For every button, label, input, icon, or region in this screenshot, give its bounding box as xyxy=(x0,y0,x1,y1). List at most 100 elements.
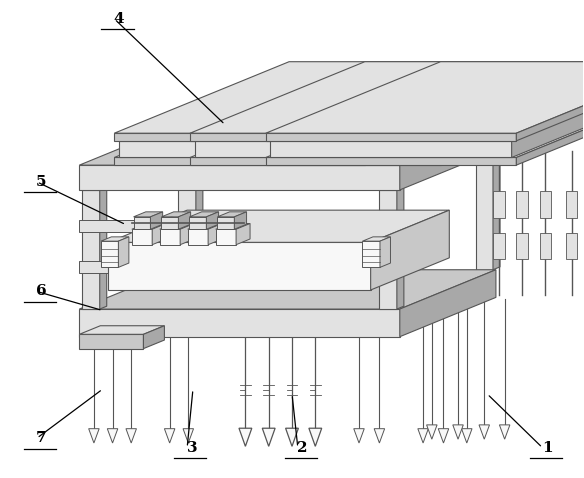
Polygon shape xyxy=(566,191,578,217)
Polygon shape xyxy=(266,133,516,141)
Polygon shape xyxy=(479,425,489,439)
Polygon shape xyxy=(461,429,472,443)
Polygon shape xyxy=(266,62,584,133)
Polygon shape xyxy=(206,212,218,229)
Polygon shape xyxy=(132,224,166,229)
Polygon shape xyxy=(208,224,222,245)
Polygon shape xyxy=(374,429,385,443)
Polygon shape xyxy=(516,233,528,259)
Polygon shape xyxy=(217,212,246,217)
Polygon shape xyxy=(360,72,530,157)
Polygon shape xyxy=(79,326,165,334)
Polygon shape xyxy=(516,191,528,217)
Polygon shape xyxy=(79,270,496,309)
Polygon shape xyxy=(194,141,436,157)
Polygon shape xyxy=(438,429,449,443)
Polygon shape xyxy=(189,217,206,229)
Polygon shape xyxy=(79,220,161,232)
Polygon shape xyxy=(475,148,500,151)
Polygon shape xyxy=(380,187,404,190)
Polygon shape xyxy=(119,237,129,267)
Polygon shape xyxy=(194,72,584,141)
Polygon shape xyxy=(540,233,551,259)
Polygon shape xyxy=(107,429,118,443)
Polygon shape xyxy=(217,217,234,229)
Polygon shape xyxy=(380,190,397,309)
Polygon shape xyxy=(126,429,137,443)
Polygon shape xyxy=(79,126,496,165)
Polygon shape xyxy=(499,425,510,439)
Polygon shape xyxy=(418,429,428,443)
Polygon shape xyxy=(82,190,100,309)
Text: 3: 3 xyxy=(186,441,197,455)
Polygon shape xyxy=(371,210,449,290)
Polygon shape xyxy=(183,429,193,443)
Polygon shape xyxy=(516,62,584,141)
Polygon shape xyxy=(109,210,449,242)
Polygon shape xyxy=(354,429,364,443)
Polygon shape xyxy=(180,224,194,245)
Text: 7: 7 xyxy=(36,431,47,445)
Polygon shape xyxy=(119,72,530,141)
Polygon shape xyxy=(270,72,584,141)
Polygon shape xyxy=(178,148,203,151)
Text: 4: 4 xyxy=(114,12,124,26)
Polygon shape xyxy=(162,212,190,217)
Polygon shape xyxy=(132,229,152,245)
Polygon shape xyxy=(79,334,144,348)
Polygon shape xyxy=(493,148,500,270)
Polygon shape xyxy=(100,187,107,309)
Polygon shape xyxy=(215,229,236,245)
Polygon shape xyxy=(440,62,584,141)
Polygon shape xyxy=(151,212,163,229)
Polygon shape xyxy=(79,261,161,273)
Polygon shape xyxy=(426,425,437,439)
Polygon shape xyxy=(144,326,165,348)
Polygon shape xyxy=(380,237,391,267)
Polygon shape xyxy=(266,157,516,165)
Polygon shape xyxy=(178,212,190,229)
Polygon shape xyxy=(234,212,246,229)
Polygon shape xyxy=(89,429,99,443)
Polygon shape xyxy=(79,165,400,190)
Polygon shape xyxy=(162,217,178,229)
Polygon shape xyxy=(363,237,391,241)
Polygon shape xyxy=(266,86,584,157)
Polygon shape xyxy=(397,187,404,309)
Polygon shape xyxy=(134,217,151,229)
Polygon shape xyxy=(440,86,584,165)
Polygon shape xyxy=(236,224,250,245)
Polygon shape xyxy=(190,62,584,133)
Polygon shape xyxy=(516,86,584,165)
Text: 5: 5 xyxy=(36,175,47,189)
Polygon shape xyxy=(101,241,119,267)
Polygon shape xyxy=(119,141,360,157)
Polygon shape xyxy=(286,428,298,446)
Polygon shape xyxy=(453,425,463,439)
Polygon shape xyxy=(475,151,493,270)
Polygon shape xyxy=(187,229,208,245)
Polygon shape xyxy=(493,191,505,217)
Polygon shape xyxy=(178,151,196,270)
Polygon shape xyxy=(215,224,250,229)
Text: 1: 1 xyxy=(542,441,552,455)
Polygon shape xyxy=(114,157,365,165)
Polygon shape xyxy=(493,233,505,259)
Polygon shape xyxy=(365,86,540,165)
Polygon shape xyxy=(400,126,496,190)
Polygon shape xyxy=(196,148,203,270)
Text: 2: 2 xyxy=(297,441,308,455)
Polygon shape xyxy=(160,224,194,229)
Polygon shape xyxy=(187,224,222,229)
Polygon shape xyxy=(436,72,584,157)
Polygon shape xyxy=(152,224,166,245)
Polygon shape xyxy=(114,86,540,157)
Polygon shape xyxy=(165,429,175,443)
Polygon shape xyxy=(239,428,252,446)
Polygon shape xyxy=(160,229,180,245)
Polygon shape xyxy=(79,309,400,337)
Polygon shape xyxy=(512,72,584,157)
Polygon shape xyxy=(365,62,540,141)
Polygon shape xyxy=(309,428,322,446)
Polygon shape xyxy=(101,237,129,241)
